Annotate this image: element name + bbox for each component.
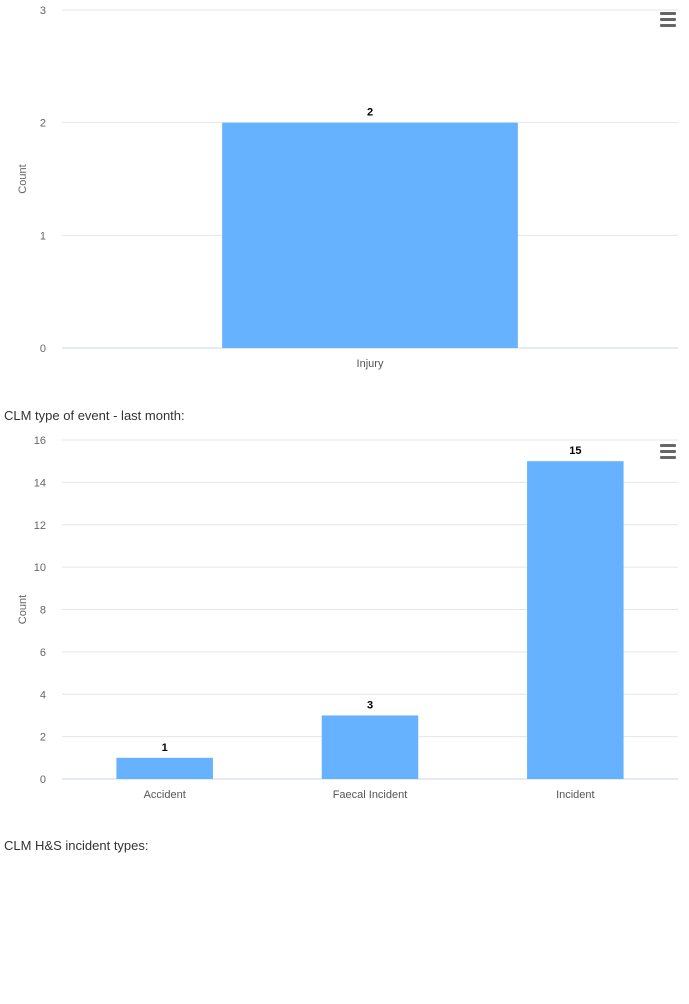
y-axis-title: Count (17, 595, 29, 624)
y-tick-label: 10 (34, 562, 46, 574)
chart2-svg: 0 2 4 6 8 10 12 14 16 Count 1 Accident 3 Faecal Incid… (17, 435, 678, 801)
chart2-menu-icon[interactable] (658, 444, 678, 460)
chart-type-of-event: 0 2 4 6 8 10 12 14 16 Count 1 Accident 3 Faecal Incid… (0, 430, 689, 810)
bar (116, 757, 213, 779)
section-label-hs-incident-types: CLM H&S incident types: (4, 838, 149, 853)
y-tick-label: 2 (40, 118, 46, 130)
data-label: 1 (162, 742, 168, 754)
y-tick-label: 3 (40, 5, 46, 17)
y-tick-label: 1 (40, 230, 46, 242)
x-category-label: Incident (556, 789, 595, 801)
bar (222, 122, 518, 349)
y-tick-label: 16 (34, 435, 46, 447)
data-label: 15 (569, 445, 581, 457)
y-tick-label: 2 (40, 732, 46, 744)
y-axis-title: Count (17, 164, 29, 193)
y-tick-label: 0 (40, 343, 46, 355)
chart1-svg: 0 1 2 3 Count 2 Injury (17, 5, 678, 370)
chart1-menu-icon[interactable] (658, 12, 678, 28)
y-tick-label: 4 (40, 689, 46, 701)
y-tick-label: 14 (34, 477, 46, 489)
y-tick-label: 0 (40, 774, 46, 786)
y-tick-label: 12 (34, 520, 46, 532)
data-label: 2 (367, 107, 373, 119)
bar (321, 715, 419, 779)
x-category-label: Injury (357, 358, 384, 370)
x-category-label: Accident (144, 789, 186, 801)
section-label-type-of-event: CLM type of event - last month: (4, 408, 185, 423)
bar (527, 461, 624, 779)
y-tick-label: 6 (40, 647, 46, 659)
data-label: 3 (367, 699, 373, 711)
x-category-label: Faecal Incident (333, 789, 408, 801)
chart-injury-count: 0 1 2 3 Count 2 Injury (0, 0, 689, 380)
y-tick-label: 8 (40, 605, 46, 617)
